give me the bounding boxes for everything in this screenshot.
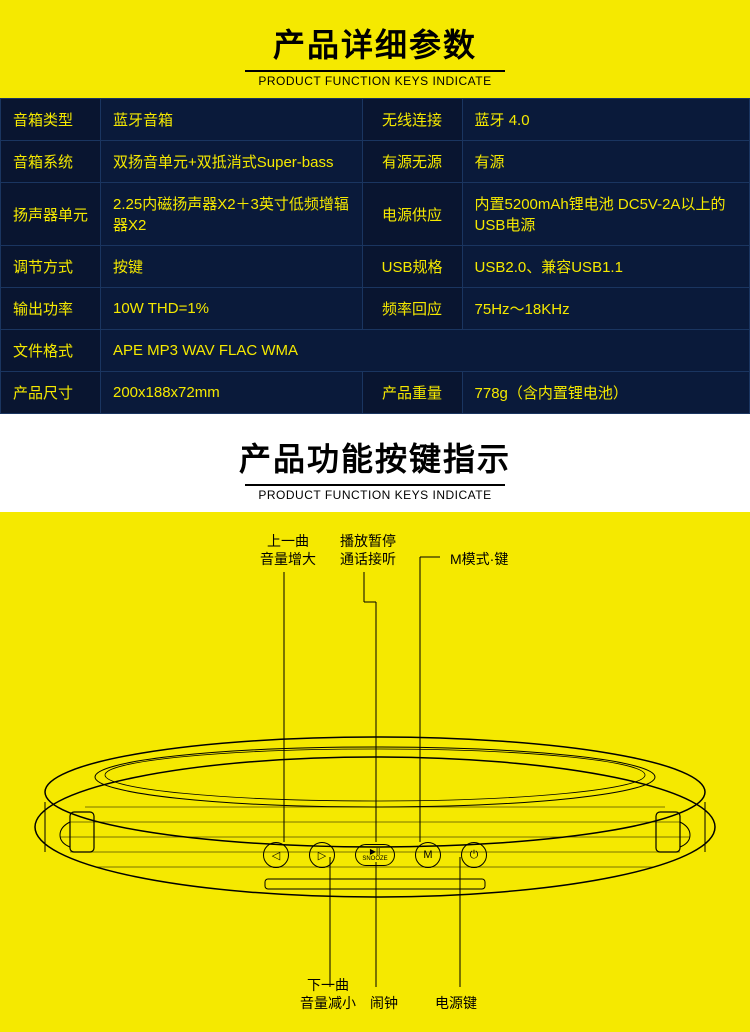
spec-label: 产品重量 (362, 372, 462, 414)
spec-value: 200x188x72mm (101, 372, 363, 414)
button-label-top: 上一曲音量增大 (260, 532, 316, 568)
device-button-icon: ◁ (263, 842, 289, 868)
table-row: 输出功率10W THD=1%频率回应75Hz～18KHz (1, 288, 750, 330)
button-label-bottom: 闹钟 (370, 994, 398, 1012)
spec-table: 音箱类型蓝牙音箱无线连接蓝牙 4.0音箱系统双扬音单元+双抵消式Super-ba… (0, 98, 750, 414)
spec-value: 蓝牙 4.0 (462, 99, 749, 141)
spec-value: 双扬音单元+双抵消式Super-bass (101, 141, 363, 183)
spec-value: 按键 (101, 246, 363, 288)
spec-value: 75Hz～18KHz (462, 288, 749, 330)
spec-value: 778g（含内置锂电池） (462, 372, 749, 414)
device-button-icon: ▷ (309, 842, 335, 868)
spec-label: 音箱系统 (1, 141, 101, 183)
spec-label: 产品尺寸 (1, 372, 101, 414)
device-button-icon: ▶||SNOOZE (355, 844, 395, 866)
device-button-icon: M (415, 842, 441, 868)
spec-label: 文件格式 (1, 330, 101, 372)
button-label-bottom: 下一曲音量减小 (300, 976, 356, 1012)
keys-subtitle: PRODUCT FUNCTION KEYS INDICATE (0, 488, 750, 502)
keys-header: 产品功能按键指示 PRODUCT FUNCTION KEYS INDICATE (0, 414, 750, 512)
table-row: 音箱类型蓝牙音箱无线连接蓝牙 4.0 (1, 99, 750, 141)
keys-title: 产品功能按键指示 (0, 434, 750, 480)
spec-value: 内置5200mAh锂电池 DC5V-2A以上的USB电源 (462, 183, 749, 246)
spec-value: 蓝牙音箱 (101, 99, 363, 141)
spec-title: 产品详细参数 (0, 20, 750, 66)
spec-header: 产品详细参数 PRODUCT FUNCTION KEYS INDICATE (0, 0, 750, 98)
spec-label: 输出功率 (1, 288, 101, 330)
spec-value: USB2.0、兼容USB1.1 (462, 246, 749, 288)
spec-label: 频率回应 (362, 288, 462, 330)
spec-label: 无线连接 (362, 99, 462, 141)
spec-value: 2.25内磁扬声器X2＋3英寸低频增辐器X2 (101, 183, 363, 246)
title-underline (245, 70, 505, 72)
spec-label: USB规格 (362, 246, 462, 288)
spec-label: 调节方式 (1, 246, 101, 288)
table-row: 音箱系统双扬音单元+双抵消式Super-bass有源无源有源 (1, 141, 750, 183)
spec-label: 有源无源 (362, 141, 462, 183)
spec-label: 电源供应 (362, 183, 462, 246)
button-label-top: M模式·键 (450, 550, 508, 568)
spec-value: APE MP3 WAV FLAC WMA (101, 330, 750, 372)
table-row: 文件格式APE MP3 WAV FLAC WMA (1, 330, 750, 372)
speaker-outline (15, 707, 735, 947)
table-row: 扬声器单元2.25内磁扬声器X2＋3英寸低频增辐器X2电源供应内置5200mAh… (1, 183, 750, 246)
button-label-top: 播放暂停通话接听 (340, 532, 396, 568)
spec-label: 扬声器单元 (1, 183, 101, 246)
spec-label: 音箱类型 (1, 99, 101, 141)
device-button-icon: ⏻ (461, 842, 487, 868)
table-row: 调节方式按键USB规格USB2.0、兼容USB1.1 (1, 246, 750, 288)
spec-subtitle: PRODUCT FUNCTION KEYS INDICATE (0, 74, 750, 88)
button-diagram: 上一曲音量增大播放暂停通话接听 M模式·键 ◁ ▷ ▶||SNOOZE M ⏻ (0, 512, 750, 1032)
button-row: ◁ ▷ ▶||SNOOZE M ⏻ (263, 842, 487, 868)
button-label-bottom: 电源键 (435, 994, 477, 1012)
spec-value: 10W THD=1% (101, 288, 363, 330)
title-underline (245, 484, 505, 486)
spec-value: 有源 (462, 141, 749, 183)
table-row: 产品尺寸200x188x72mm产品重量778g（含内置锂电池） (1, 372, 750, 414)
